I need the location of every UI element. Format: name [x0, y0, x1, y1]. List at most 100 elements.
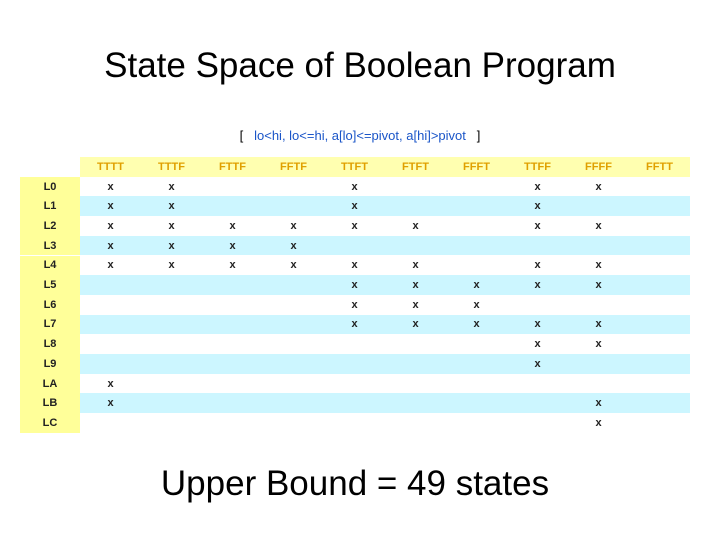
state-cell: x: [80, 373, 141, 394]
state-cell: x: [324, 216, 385, 236]
state-cell: [385, 235, 446, 256]
state-cell: [263, 275, 324, 295]
row-label: L7: [20, 314, 80, 335]
state-cell: [202, 354, 263, 374]
state-cell: [80, 354, 141, 374]
state-cell: x: [446, 314, 507, 335]
state-cell: [80, 334, 141, 354]
state-cell: [263, 354, 324, 374]
state-cell: x: [568, 413, 629, 433]
state-cell: x: [202, 216, 263, 236]
state-cell: [263, 314, 324, 335]
column-header: FFFF: [568, 157, 629, 177]
state-cell: [141, 393, 202, 414]
state-cell: [80, 275, 141, 295]
row-label: L2: [20, 216, 80, 236]
state-cell: x: [507, 314, 568, 335]
column-header: TTFT: [324, 157, 385, 177]
state-cell: [629, 373, 690, 394]
state-cell: [324, 393, 385, 414]
state-cell: x: [568, 255, 629, 276]
state-cell: [202, 413, 263, 433]
state-cell: [629, 393, 690, 414]
state-cell: [568, 196, 629, 217]
state-cell: x: [507, 216, 568, 236]
state-cell: [141, 373, 202, 394]
state-cell: x: [141, 255, 202, 276]
state-cell: [385, 354, 446, 374]
state-cell: [629, 354, 690, 374]
state-cell: [629, 334, 690, 354]
state-cell: x: [80, 393, 141, 414]
state-cell: x: [263, 255, 324, 276]
state-cell: [507, 413, 568, 433]
state-cell: [202, 275, 263, 295]
state-cell: [629, 413, 690, 433]
state-cell: x: [324, 255, 385, 276]
state-cell: x: [80, 196, 141, 217]
state-cell: [629, 255, 690, 276]
state-cell: x: [385, 216, 446, 236]
state-cell: [202, 294, 263, 315]
state-cell: [141, 354, 202, 374]
state-cell: [446, 176, 507, 197]
state-cell: x: [385, 255, 446, 276]
state-cell: x: [202, 255, 263, 276]
state-cell: [568, 373, 629, 394]
state-cell: [446, 393, 507, 414]
state-cell: x: [324, 294, 385, 315]
state-cell: x: [385, 275, 446, 295]
state-cell: x: [263, 235, 324, 256]
state-cell: [568, 294, 629, 315]
state-cell: [202, 176, 263, 197]
state-cell: x: [324, 314, 385, 335]
state-cell: x: [446, 294, 507, 315]
state-cell: [629, 216, 690, 236]
state-cell: [263, 373, 324, 394]
state-cell: [324, 413, 385, 433]
state-cell: [80, 294, 141, 315]
state-cell: [324, 235, 385, 256]
state-cell: [202, 393, 263, 414]
state-cell: [446, 196, 507, 217]
state-cell: [507, 235, 568, 256]
state-cell: x: [80, 255, 141, 276]
state-cell: [263, 413, 324, 433]
bracket: ]: [476, 128, 481, 143]
state-cell: [629, 235, 690, 256]
state-cell: [202, 196, 263, 217]
state-cell: [446, 334, 507, 354]
state-cell: x: [568, 216, 629, 236]
row-label: L1: [20, 196, 80, 217]
row-label: LC: [20, 413, 80, 433]
state-cell: [385, 176, 446, 197]
state-cell: [324, 334, 385, 354]
state-cell: [629, 275, 690, 295]
state-cell: [385, 413, 446, 433]
state-cell: [507, 294, 568, 315]
state-cell: [385, 334, 446, 354]
state-cell: [385, 373, 446, 394]
state-cell: x: [568, 393, 629, 414]
state-cell: [629, 314, 690, 335]
row-label: L3: [20, 235, 80, 256]
state-cell: x: [141, 216, 202, 236]
column-header: FTTF: [202, 157, 263, 177]
column-header: TTTF: [141, 157, 202, 177]
row-label: L8: [20, 334, 80, 354]
state-cell: x: [385, 294, 446, 315]
state-cell: [324, 373, 385, 394]
state-cell: x: [141, 235, 202, 256]
state-cell: x: [507, 334, 568, 354]
state-cell: x: [324, 196, 385, 217]
column-header: FFFT: [446, 157, 507, 177]
state-cell: x: [385, 314, 446, 335]
state-cell: x: [507, 176, 568, 197]
state-cell: x: [263, 216, 324, 236]
state-cell: [202, 334, 263, 354]
state-cell: [263, 294, 324, 315]
state-cell: [263, 196, 324, 217]
state-cell: x: [324, 176, 385, 197]
predicate-list: lo<hi, lo<=hi, a[lo]<=pivot, a[hi]>pivot: [254, 128, 466, 143]
state-cell: [263, 176, 324, 197]
